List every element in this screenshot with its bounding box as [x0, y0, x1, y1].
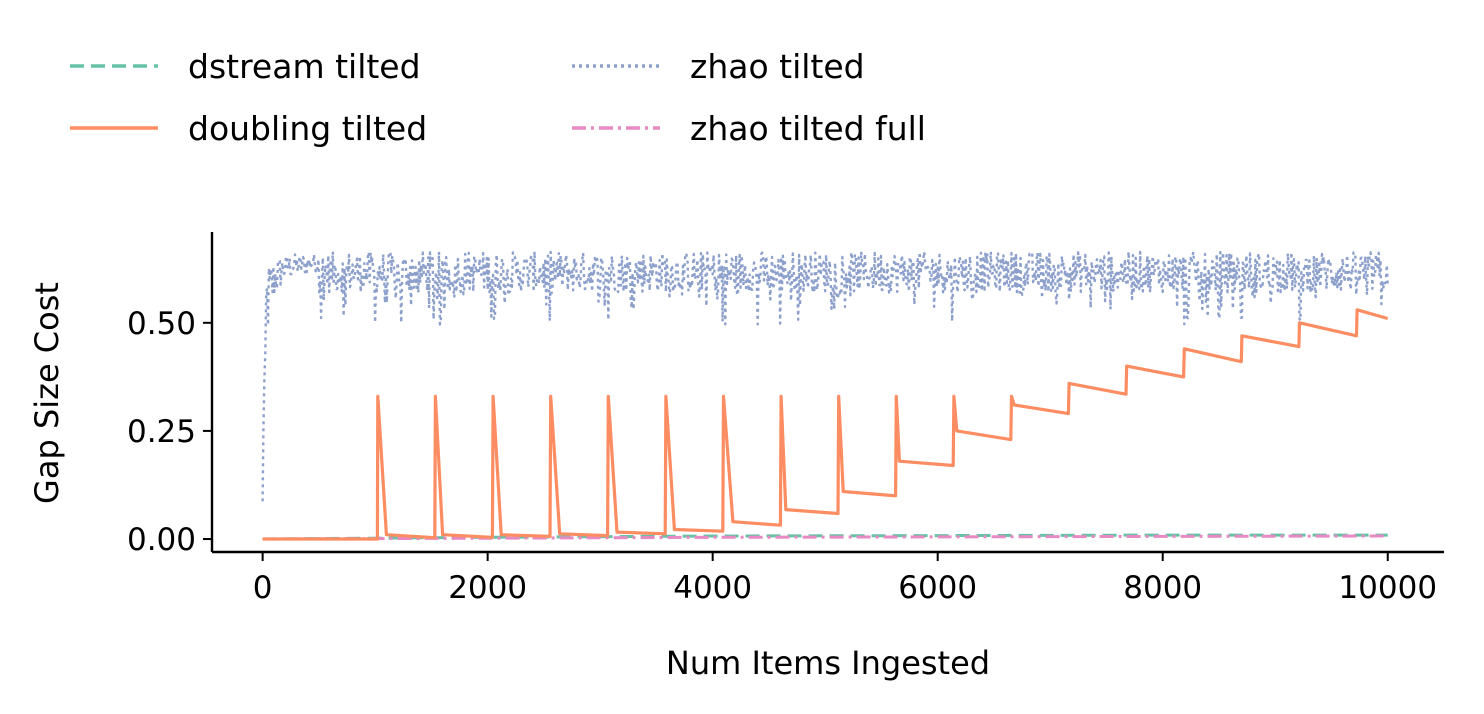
y-tick-label: 0.50 — [127, 306, 196, 342]
series-line-zhao-tilted — [261, 250, 1389, 502]
plot-area — [261, 250, 1389, 541]
legend-label-zhao-tilted-full: zhao tilted full — [690, 109, 926, 148]
legend-label-zhao-tilted: zhao tilted — [690, 47, 865, 86]
x-tick-label: 4000 — [673, 570, 752, 606]
y-tick-label: 0.00 — [127, 522, 196, 558]
x-tick-label: 2000 — [448, 570, 527, 606]
x-axis-label: Num Items Ingested — [666, 644, 990, 682]
series-line-doubling-tilted — [262, 308, 1389, 541]
x-tick-label: 10000 — [1338, 570, 1437, 606]
x-tick-label: 6000 — [898, 570, 977, 606]
x-tick-label: 8000 — [1123, 570, 1202, 606]
y-axis-label: Gap Size Cost — [28, 282, 66, 504]
legend-label-dstream-tilted: dstream tilted — [188, 47, 421, 86]
legend-label-doubling-tilted: doubling tilted — [188, 109, 427, 148]
axes: 0 2000 4000 6000 8000 10000 0.00 0.25 0.50 — [127, 232, 1444, 606]
x-tick-label: 0 — [253, 570, 273, 606]
legend: dstream tilted doubling tilted zhao tilted… — [70, 47, 926, 148]
series-line-zhao-tilted-full — [262, 534, 1388, 541]
y-tick-label: 0.25 — [127, 414, 196, 450]
